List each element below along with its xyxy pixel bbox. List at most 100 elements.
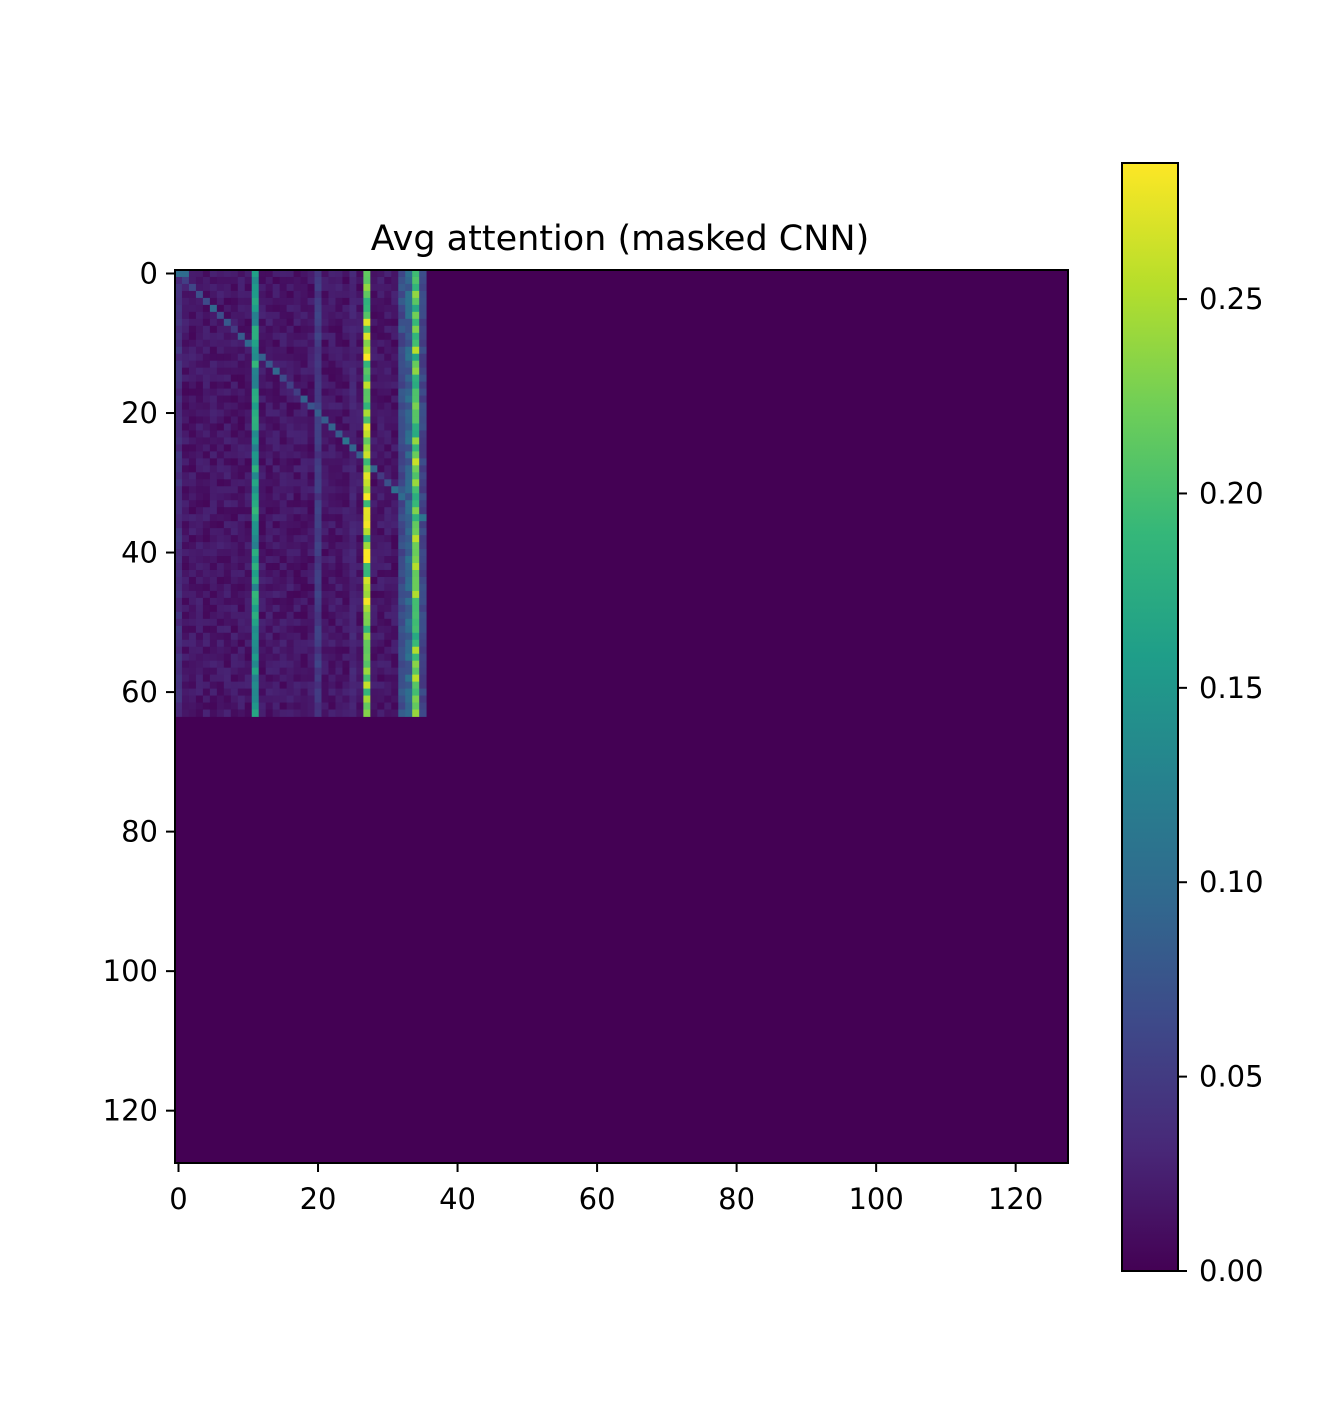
heatmap-cell <box>251 311 260 320</box>
heatmap-cell <box>279 549 288 557</box>
heatmap-cell <box>342 618 350 627</box>
heatmap-cell <box>398 563 406 571</box>
heatmap-cell <box>223 346 232 355</box>
heatmap-cell <box>398 521 406 529</box>
heatmap-cell <box>293 653 301 662</box>
heatmap-cell <box>356 458 364 466</box>
heatmap-cell <box>175 660 183 669</box>
heatmap-cell <box>223 549 232 557</box>
heatmap-cell <box>202 479 211 487</box>
heatmap-cell <box>342 500 350 508</box>
heatmap-cell <box>265 597 274 606</box>
heatmap-cell <box>335 451 343 459</box>
heatmap-cell <box>405 381 413 390</box>
heatmap-cell <box>237 674 246 683</box>
heatmap-cell <box>265 507 274 515</box>
heatmap-cell <box>265 395 274 403</box>
heatmap-cell <box>202 458 211 466</box>
heatmap-cell <box>237 451 246 459</box>
heatmap-cell <box>307 625 315 634</box>
heatmap-cell <box>195 618 204 627</box>
heatmap-cell <box>244 549 253 557</box>
heatmap-cell <box>342 444 350 452</box>
heatmap-cell <box>195 423 204 431</box>
heatmap-cell <box>405 632 413 641</box>
heatmap-cell <box>265 325 274 334</box>
heatmap-cell <box>405 339 413 348</box>
heatmap-cell <box>419 639 427 648</box>
heatmap-cell <box>391 611 399 620</box>
heatmap-cell <box>209 528 218 536</box>
heatmap-cell <box>279 681 288 689</box>
heatmap-cell <box>272 304 281 313</box>
heatmap-cell <box>293 493 301 501</box>
heatmap-cell <box>244 521 253 529</box>
heatmap-cell <box>307 318 315 327</box>
heatmap-cell <box>342 276 350 285</box>
heatmap-cell <box>405 597 413 606</box>
heatmap-cell <box>300 332 308 341</box>
chart-title: Avg attention (masked CNN) <box>371 219 870 259</box>
heatmap-cell <box>377 493 385 501</box>
heatmap-cell <box>377 576 385 585</box>
heatmap-cell <box>384 514 392 522</box>
heatmap-cell <box>216 416 225 424</box>
heatmap-cell <box>300 681 308 689</box>
heatmap-cell <box>251 325 260 334</box>
heatmap-cell <box>279 709 288 717</box>
heatmap-cell <box>307 563 315 571</box>
heatmap-cell <box>223 542 232 550</box>
heatmap-cell <box>363 451 371 459</box>
heatmap-cell <box>251 674 260 683</box>
heatmap-cell <box>175 590 183 599</box>
heatmap-cell <box>195 304 204 313</box>
heatmap-cell <box>237 318 246 327</box>
heatmap-cell <box>391 576 399 585</box>
heatmap-cell <box>279 318 288 327</box>
heatmap-cell <box>328 625 336 634</box>
heatmap-cell <box>328 374 336 383</box>
heatmap-cell <box>412 332 420 341</box>
heatmap-cell <box>188 542 197 550</box>
heatmap-cell <box>391 667 399 676</box>
heatmap-cell <box>314 276 322 285</box>
heatmap-cell <box>370 639 378 648</box>
heatmap-cell <box>251 423 260 431</box>
heatmap-cell <box>293 660 301 669</box>
heatmap-cell <box>181 514 190 522</box>
heatmap-cell <box>195 353 204 362</box>
heatmap-cell <box>363 437 371 445</box>
heatmap-cell <box>356 667 364 676</box>
heatmap-cell <box>293 458 301 466</box>
heatmap-cell <box>405 493 413 501</box>
heatmap-cell <box>230 493 239 501</box>
heatmap-cell <box>391 493 399 501</box>
heatmap-cell <box>412 437 420 445</box>
heatmap-cell <box>279 325 288 334</box>
heatmap-cell <box>349 597 357 606</box>
heatmap-cell <box>265 618 274 627</box>
heatmap-cell <box>377 632 385 641</box>
heatmap-cell <box>230 290 239 299</box>
heatmap-cell <box>195 688 204 696</box>
heatmap-cell <box>419 346 427 355</box>
heatmap-cell <box>272 325 281 334</box>
heatmap-cell <box>370 535 378 543</box>
heatmap-cell <box>209 283 218 292</box>
heatmap-cell <box>419 632 427 641</box>
heatmap-cell <box>181 388 190 396</box>
heatmap-cell <box>251 493 260 501</box>
heatmap-cell <box>328 346 336 355</box>
heatmap-cell <box>188 402 197 410</box>
heatmap-cell <box>251 332 260 341</box>
heatmap-cell <box>335 632 343 641</box>
heatmap-cell <box>363 381 371 390</box>
heatmap-cell <box>314 646 322 655</box>
heatmap-cell <box>209 416 218 424</box>
heatmap-cell <box>237 576 246 585</box>
heatmap-cell <box>335 549 343 557</box>
heatmap-cell <box>363 367 371 376</box>
heatmap-cell <box>258 597 267 606</box>
heatmap-cell <box>419 409 427 417</box>
